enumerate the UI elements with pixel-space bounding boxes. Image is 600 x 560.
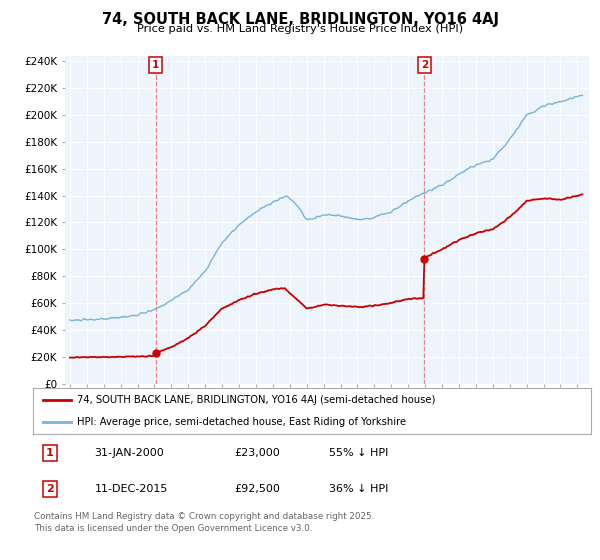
Text: 55% ↓ HPI: 55% ↓ HPI [329,447,388,458]
Text: 74, SOUTH BACK LANE, BRIDLINGTON, YO16 4AJ (semi-detached house): 74, SOUTH BACK LANE, BRIDLINGTON, YO16 4… [77,395,435,405]
Text: 31-JAN-2000: 31-JAN-2000 [94,447,164,458]
Text: 2: 2 [46,484,53,494]
Text: £23,000: £23,000 [234,447,280,458]
Text: 11-DEC-2015: 11-DEC-2015 [94,484,168,494]
Text: 1: 1 [152,60,160,71]
Text: HPI: Average price, semi-detached house, East Riding of Yorkshire: HPI: Average price, semi-detached house,… [77,417,406,427]
Text: £92,500: £92,500 [234,484,280,494]
Text: 2: 2 [421,60,428,71]
Text: 74, SOUTH BACK LANE, BRIDLINGTON, YO16 4AJ: 74, SOUTH BACK LANE, BRIDLINGTON, YO16 4… [101,12,499,27]
Text: Contains HM Land Registry data © Crown copyright and database right 2025.
This d: Contains HM Land Registry data © Crown c… [34,512,374,533]
Text: 1: 1 [46,447,53,458]
Text: Price paid vs. HM Land Registry's House Price Index (HPI): Price paid vs. HM Land Registry's House … [137,24,463,34]
Text: 36% ↓ HPI: 36% ↓ HPI [329,484,388,494]
